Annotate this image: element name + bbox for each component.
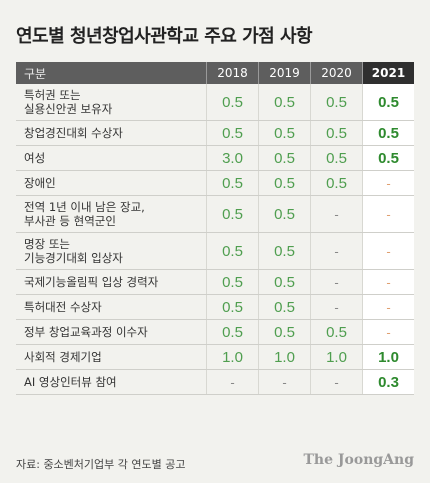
- value-cell-2018: -: [206, 370, 258, 394]
- value-cell-2021: 0.5: [362, 146, 414, 170]
- table-header: 구분 2018 2019 2020 2021: [16, 62, 414, 84]
- table-row: 정부 창업교육과정 이수자 0.5 0.5 0.5-: [16, 320, 414, 345]
- value-cell-2020: -: [310, 196, 362, 232]
- table-row: 국제기능올림픽 입상 경력자 0.5 0.5- -: [16, 270, 414, 295]
- value-cell-2021: 1.0: [362, 345, 414, 369]
- value-cell-2019: 0.5: [258, 233, 310, 269]
- row-label: 국제기능올림픽 입상 경력자: [24, 275, 159, 289]
- value-cell-2021: -: [362, 233, 414, 269]
- table-row: 전역 1년 이내 남은 장교, 부사관 등 현역군인 0.5 0.5- -: [16, 196, 414, 233]
- value-cell-2019: 0.5: [258, 171, 310, 195]
- value-cell-2021: -: [362, 295, 414, 319]
- header-year-2021: 2021: [362, 62, 414, 84]
- row-label: AI 영상인터뷰 참여: [24, 375, 117, 389]
- table-row: 특허대전 수상자 0.5 0.5- -: [16, 295, 414, 320]
- table-row: 특허권 또는 실용신안권 보유자 0.5 0.5 0.5 0.5: [16, 84, 414, 121]
- table-body: 특허권 또는 실용신안권 보유자 0.5 0.5 0.5 0.5 창업경진대회 수상자 0.…: [16, 84, 414, 395]
- row-label: 특허대전 수상자: [24, 300, 102, 314]
- value-cell-2018: 0.5: [206, 233, 258, 269]
- value-cell-2020: -: [310, 270, 362, 294]
- value-cell-2018: 0.5: [206, 320, 258, 344]
- value-cell-2019: 0.5: [258, 84, 310, 120]
- value-cell-2018: 0.5: [206, 196, 258, 232]
- value-cell-2021: -: [362, 270, 414, 294]
- row-label: 명장 또는 기능경기대회 입상자: [24, 237, 123, 265]
- value-cell-2018: 0.5: [206, 270, 258, 294]
- table-row: AI 영상인터뷰 참여 - - -0.3: [16, 370, 414, 395]
- row-label: 정부 창업교육과정 이수자: [24, 325, 148, 339]
- row-label: 창업경진대회 수상자: [24, 126, 123, 140]
- header-label: 구분: [24, 66, 47, 81]
- table-row: 명장 또는 기능경기대회 입상자 0.5 0.5- -: [16, 233, 414, 270]
- value-cell-2018: 0.5: [206, 295, 258, 319]
- value-cell-2019: 1.0: [258, 345, 310, 369]
- value-cell-2021: -: [362, 196, 414, 232]
- value-cell-2021: 0.3: [362, 370, 414, 394]
- value-cell-2021: 0.5: [362, 121, 414, 145]
- value-cell-2020: 0.5: [310, 146, 362, 170]
- table-row: 여성 3.0 0.5 0.5 0.5: [16, 146, 414, 171]
- value-cell-2019: 0.5: [258, 121, 310, 145]
- value-cell-2021: 0.5: [362, 84, 414, 120]
- value-cell-2019: 0.5: [258, 146, 310, 170]
- value-cell-2020: -: [310, 370, 362, 394]
- value-cell-2021: -: [362, 320, 414, 344]
- table-row: 창업경진대회 수상자 0.5 0.5 0.5 0.5: [16, 121, 414, 146]
- value-cell-2019: 0.5: [258, 295, 310, 319]
- source-note: 자료: 중소벤처기업부 각 연도별 공고: [16, 458, 186, 471]
- header-year-2018: 2018: [206, 62, 258, 84]
- row-label: 전역 1년 이내 남은 장교, 부사관 등 현역군인: [24, 200, 145, 228]
- value-cell-2020: -: [310, 295, 362, 319]
- header-year-2019: 2019: [258, 62, 310, 84]
- value-cell-2018: 3.0: [206, 146, 258, 170]
- row-label: 사회적 경제기업: [24, 350, 102, 364]
- value-cell-2018: 0.5: [206, 121, 258, 145]
- value-cell-2020: 0.5: [310, 121, 362, 145]
- value-cell-2020: 0.5: [310, 171, 362, 195]
- value-cell-2018: 0.5: [206, 171, 258, 195]
- page-title: 연도별 청년창업사관학교 주요 가점 사항: [16, 26, 313, 47]
- value-cell-2019: -: [258, 370, 310, 394]
- value-cell-2019: 0.5: [258, 196, 310, 232]
- table-row: 장애인 0.5 0.5 0.5-: [16, 171, 414, 196]
- table-row: 사회적 경제기업 1.0 1.0 1.0 1.0: [16, 345, 414, 370]
- value-cell-2020: 0.5: [310, 320, 362, 344]
- value-cell-2018: 1.0: [206, 345, 258, 369]
- brand-logo: The JoongAng: [303, 452, 414, 468]
- data-table: 구분 2018 2019 2020 2021 특허권 또는 실용신안권 보유자 0…: [16, 62, 414, 395]
- value-cell-2020: 1.0: [310, 345, 362, 369]
- value-cell-2019: 0.5: [258, 320, 310, 344]
- value-cell-2020: -: [310, 233, 362, 269]
- header-year-2020: 2020: [310, 62, 362, 84]
- value-cell-2020: 0.5: [310, 84, 362, 120]
- row-label: 특허권 또는 실용신안권 보유자: [24, 88, 113, 116]
- row-label: 여성: [24, 151, 46, 165]
- value-cell-2019: 0.5: [258, 270, 310, 294]
- row-label: 장애인: [24, 176, 56, 190]
- value-cell-2021: -: [362, 171, 414, 195]
- value-cell-2018: 0.5: [206, 84, 258, 120]
